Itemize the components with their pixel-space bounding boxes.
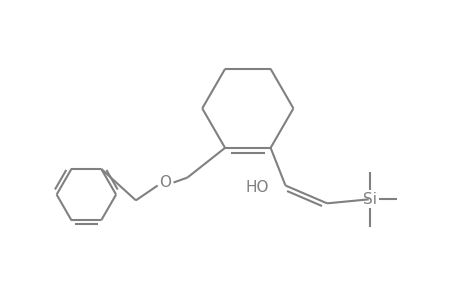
- Text: Si: Si: [362, 192, 376, 207]
- Text: O: O: [159, 175, 171, 190]
- Text: HO: HO: [246, 180, 269, 195]
